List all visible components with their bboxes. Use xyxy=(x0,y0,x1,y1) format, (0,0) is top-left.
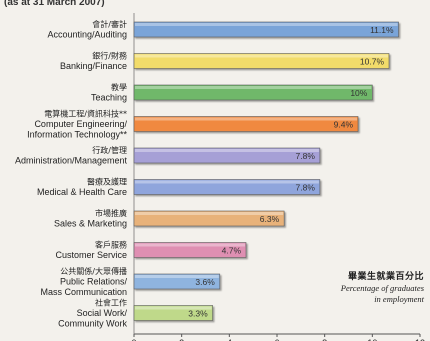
category-label-7-0: 客戶服務 xyxy=(95,240,127,250)
category-label-8-0: 公共關係/大眾傳播 xyxy=(60,266,127,276)
category-label-6-0: 市場推廣 xyxy=(95,208,127,218)
bar-8 xyxy=(133,273,221,290)
x-tick-label-3: 6 xyxy=(274,338,279,341)
bar-7 xyxy=(133,242,247,258)
category-label-5-0: 醫療及護理 xyxy=(87,177,127,187)
category-label-9-0: 社會工作 xyxy=(95,297,127,307)
category-label-9-2: Community Work xyxy=(58,318,127,328)
data-label-1: 10.7% xyxy=(360,57,385,67)
legend-title-en-2: in employment xyxy=(374,293,424,304)
category-label-8-1: Public Relations/ xyxy=(60,276,128,286)
bar-highlight-4 xyxy=(135,149,319,152)
category-label-3-1: Computer Engineering/ xyxy=(34,119,127,129)
x-tick-label-4: 8 xyxy=(322,338,327,341)
category-label-8-2: Mass Communication xyxy=(40,287,127,297)
bar-highlight-7 xyxy=(135,243,246,247)
category-label-4-0: 行政/管理 xyxy=(92,145,127,155)
header-text: (as at 31 March 2007) xyxy=(4,0,105,8)
category-label-0-0: 會計/審計 xyxy=(92,19,127,29)
category-label-4-1: Administration/Management xyxy=(15,156,128,166)
x-tick-label-2: 4 xyxy=(227,338,232,341)
bar-highlight-8 xyxy=(135,275,219,278)
data-label-8: 3.6% xyxy=(195,277,215,287)
x-tick-label-6: 12 xyxy=(415,338,425,341)
data-label-4: 7.8% xyxy=(296,151,316,161)
legend-title-en-1: Percentage of graduates xyxy=(340,283,424,294)
data-label-9: 3.3% xyxy=(188,309,208,319)
bar-3 xyxy=(133,116,359,132)
bar-9 xyxy=(133,305,213,321)
data-label-7: 4.7% xyxy=(222,246,242,256)
bar-2 xyxy=(133,84,373,101)
x-tick-label-5: 10 xyxy=(367,338,377,341)
category-label-3-0: 電算機工程/資訊科技** xyxy=(44,108,127,118)
bar-highlight-0 xyxy=(135,23,398,26)
bar-6 xyxy=(133,210,285,227)
data-label-3: 9.4% xyxy=(334,120,354,130)
category-label-1-0: 銀行/財務 xyxy=(92,51,127,61)
bar-4 xyxy=(133,147,321,164)
data-label-0: 11.1% xyxy=(370,25,394,35)
data-label-5: 7.8% xyxy=(296,183,316,193)
category-label-2-1: Teaching xyxy=(91,93,127,103)
bar-highlight-1 xyxy=(135,54,389,58)
bar-0 xyxy=(133,21,399,38)
bar-highlight-5 xyxy=(135,180,319,184)
bar-1 xyxy=(133,53,390,69)
legend: 畢業生就業百分比 Percentage of graduates in empl… xyxy=(304,272,424,305)
x-tick-label-1: 2 xyxy=(179,338,184,341)
category-label-6-1: Sales & Marketing xyxy=(54,219,127,229)
x-tick-label-0: 0 xyxy=(131,338,136,341)
data-label-2: 10% xyxy=(350,88,367,98)
category-label-9-1: Social Work/ xyxy=(77,308,128,318)
category-label-0-1: Accounting/Auditing xyxy=(47,30,127,40)
category-label-3-2: Information Technology** xyxy=(27,129,127,139)
bar-highlight-6 xyxy=(135,212,284,215)
category-label-7-1: Customer Service xyxy=(55,250,127,260)
bar-5 xyxy=(133,179,321,195)
category-label-5-1: Medical & Health Care xyxy=(37,187,127,197)
legend-title-zh: 畢業生就業百分比 xyxy=(347,272,424,282)
bar-highlight-2 xyxy=(135,86,372,89)
data-label-6: 6.3% xyxy=(260,214,280,224)
bar-highlight-3 xyxy=(135,117,358,121)
bar-highlight-9 xyxy=(135,306,212,310)
category-label-1-1: Banking/Finance xyxy=(60,61,127,71)
category-label-2-0: 教學 xyxy=(111,82,127,92)
